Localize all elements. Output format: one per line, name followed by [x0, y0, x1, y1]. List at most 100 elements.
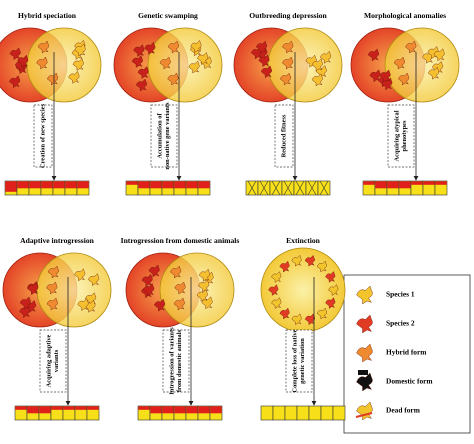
legend-label: Hybrid form [386, 348, 427, 357]
caption-box [150, 104, 178, 168]
genome-red [198, 181, 210, 189]
animal-icon [196, 289, 208, 302]
animal-icon [137, 66, 149, 79]
panel-title: Outbreeding depression [249, 11, 327, 20]
animal-icon [17, 54, 29, 68]
panel-title: Introgression from domestic animals [121, 236, 240, 245]
genome-red [65, 181, 77, 189]
genome-red [5, 181, 17, 192]
genome-square [308, 405, 322, 421]
animal-icon [356, 401, 373, 421]
genome-cross [307, 180, 317, 196]
genome-red [186, 181, 198, 189]
animal-icon [282, 40, 294, 54]
caption-box [274, 104, 294, 168]
legend-label: Dead form [386, 406, 421, 415]
animal-icon [428, 66, 440, 80]
animal-icon [316, 307, 328, 320]
genome-red [126, 181, 138, 185]
animal-icon [148, 264, 160, 278]
animal-icon [159, 56, 171, 70]
genome-red [423, 181, 435, 185]
genome-square [332, 405, 346, 421]
genome-red [15, 406, 27, 410]
species2-circle [384, 27, 460, 103]
genome-red [399, 181, 411, 189]
animal-icon [316, 260, 327, 273]
caption-text: genetic variation [299, 338, 306, 384]
animal-icon [47, 265, 59, 279]
species2-circle [147, 27, 223, 103]
animal-icon [369, 69, 381, 83]
genome-red [198, 406, 210, 414]
animal-icon [143, 283, 155, 297]
panel-title: Extinction [286, 236, 321, 245]
animal-icon [131, 55, 143, 68]
species2-circle [267, 27, 343, 103]
genome-red [75, 406, 87, 410]
animal-icon [356, 343, 373, 363]
animal-icon [268, 284, 279, 296]
animal-icon [74, 43, 86, 57]
genome-square [296, 405, 310, 421]
animal-icon [356, 285, 373, 305]
legend-label: Domestic form [386, 377, 433, 386]
animal-icon [260, 65, 272, 79]
animal-icon [279, 307, 290, 320]
caption-text: phenotypes [401, 120, 408, 151]
animal-icon [197, 52, 209, 65]
genome-red [150, 181, 162, 189]
animal-icon [167, 72, 179, 86]
animal-icon [88, 273, 100, 287]
animal-icon [356, 372, 373, 392]
genome-red [138, 181, 150, 189]
panel-title: Hybrid speciation [18, 11, 77, 20]
genome-cross [271, 180, 281, 196]
caption-text: Accumulation of [157, 112, 164, 158]
genome-red [162, 181, 174, 189]
animal-icon [311, 73, 323, 87]
animal-icon [173, 297, 185, 311]
hat-icon [358, 370, 368, 375]
genome-red [162, 406, 174, 414]
genome-red [63, 406, 75, 410]
animal-icon [304, 254, 315, 267]
animal-icon [311, 58, 323, 72]
genome-red [435, 181, 447, 185]
animal-icon [74, 268, 86, 282]
animal-icon [328, 284, 339, 296]
animal-icon [36, 56, 48, 70]
animal-icon [393, 56, 405, 70]
species2-circle [159, 252, 235, 328]
animal-icon [174, 281, 186, 295]
caption-text: Creation of new species [39, 104, 46, 168]
animal-icon [27, 282, 39, 296]
genome-cross [283, 180, 293, 196]
animal-icon [271, 297, 282, 309]
genome-red [27, 406, 39, 414]
animal-icon [144, 41, 156, 55]
caption-box [33, 104, 53, 168]
caption-text: from domestic animals [176, 329, 183, 392]
genome-red [53, 181, 65, 189]
genome-square [284, 405, 298, 421]
animal-icon [167, 40, 179, 54]
animal-icon [133, 44, 145, 57]
animal-icon [279, 260, 290, 273]
genome-square [320, 405, 334, 421]
animal-icon [291, 313, 302, 326]
genome-red [29, 181, 41, 189]
caption-text: Reduced fitness [280, 114, 287, 157]
caption-box [162, 329, 190, 393]
caption-text: non-native gene variants [164, 102, 171, 170]
genome-red [363, 181, 375, 185]
genome-red [375, 181, 387, 189]
animal-icon [320, 50, 332, 64]
caption-box [285, 329, 313, 393]
animal-icon [325, 297, 336, 309]
caption-text: variants [53, 349, 60, 372]
animal-icon [379, 69, 391, 83]
animal-icon [72, 58, 84, 71]
genome-red [411, 181, 423, 185]
